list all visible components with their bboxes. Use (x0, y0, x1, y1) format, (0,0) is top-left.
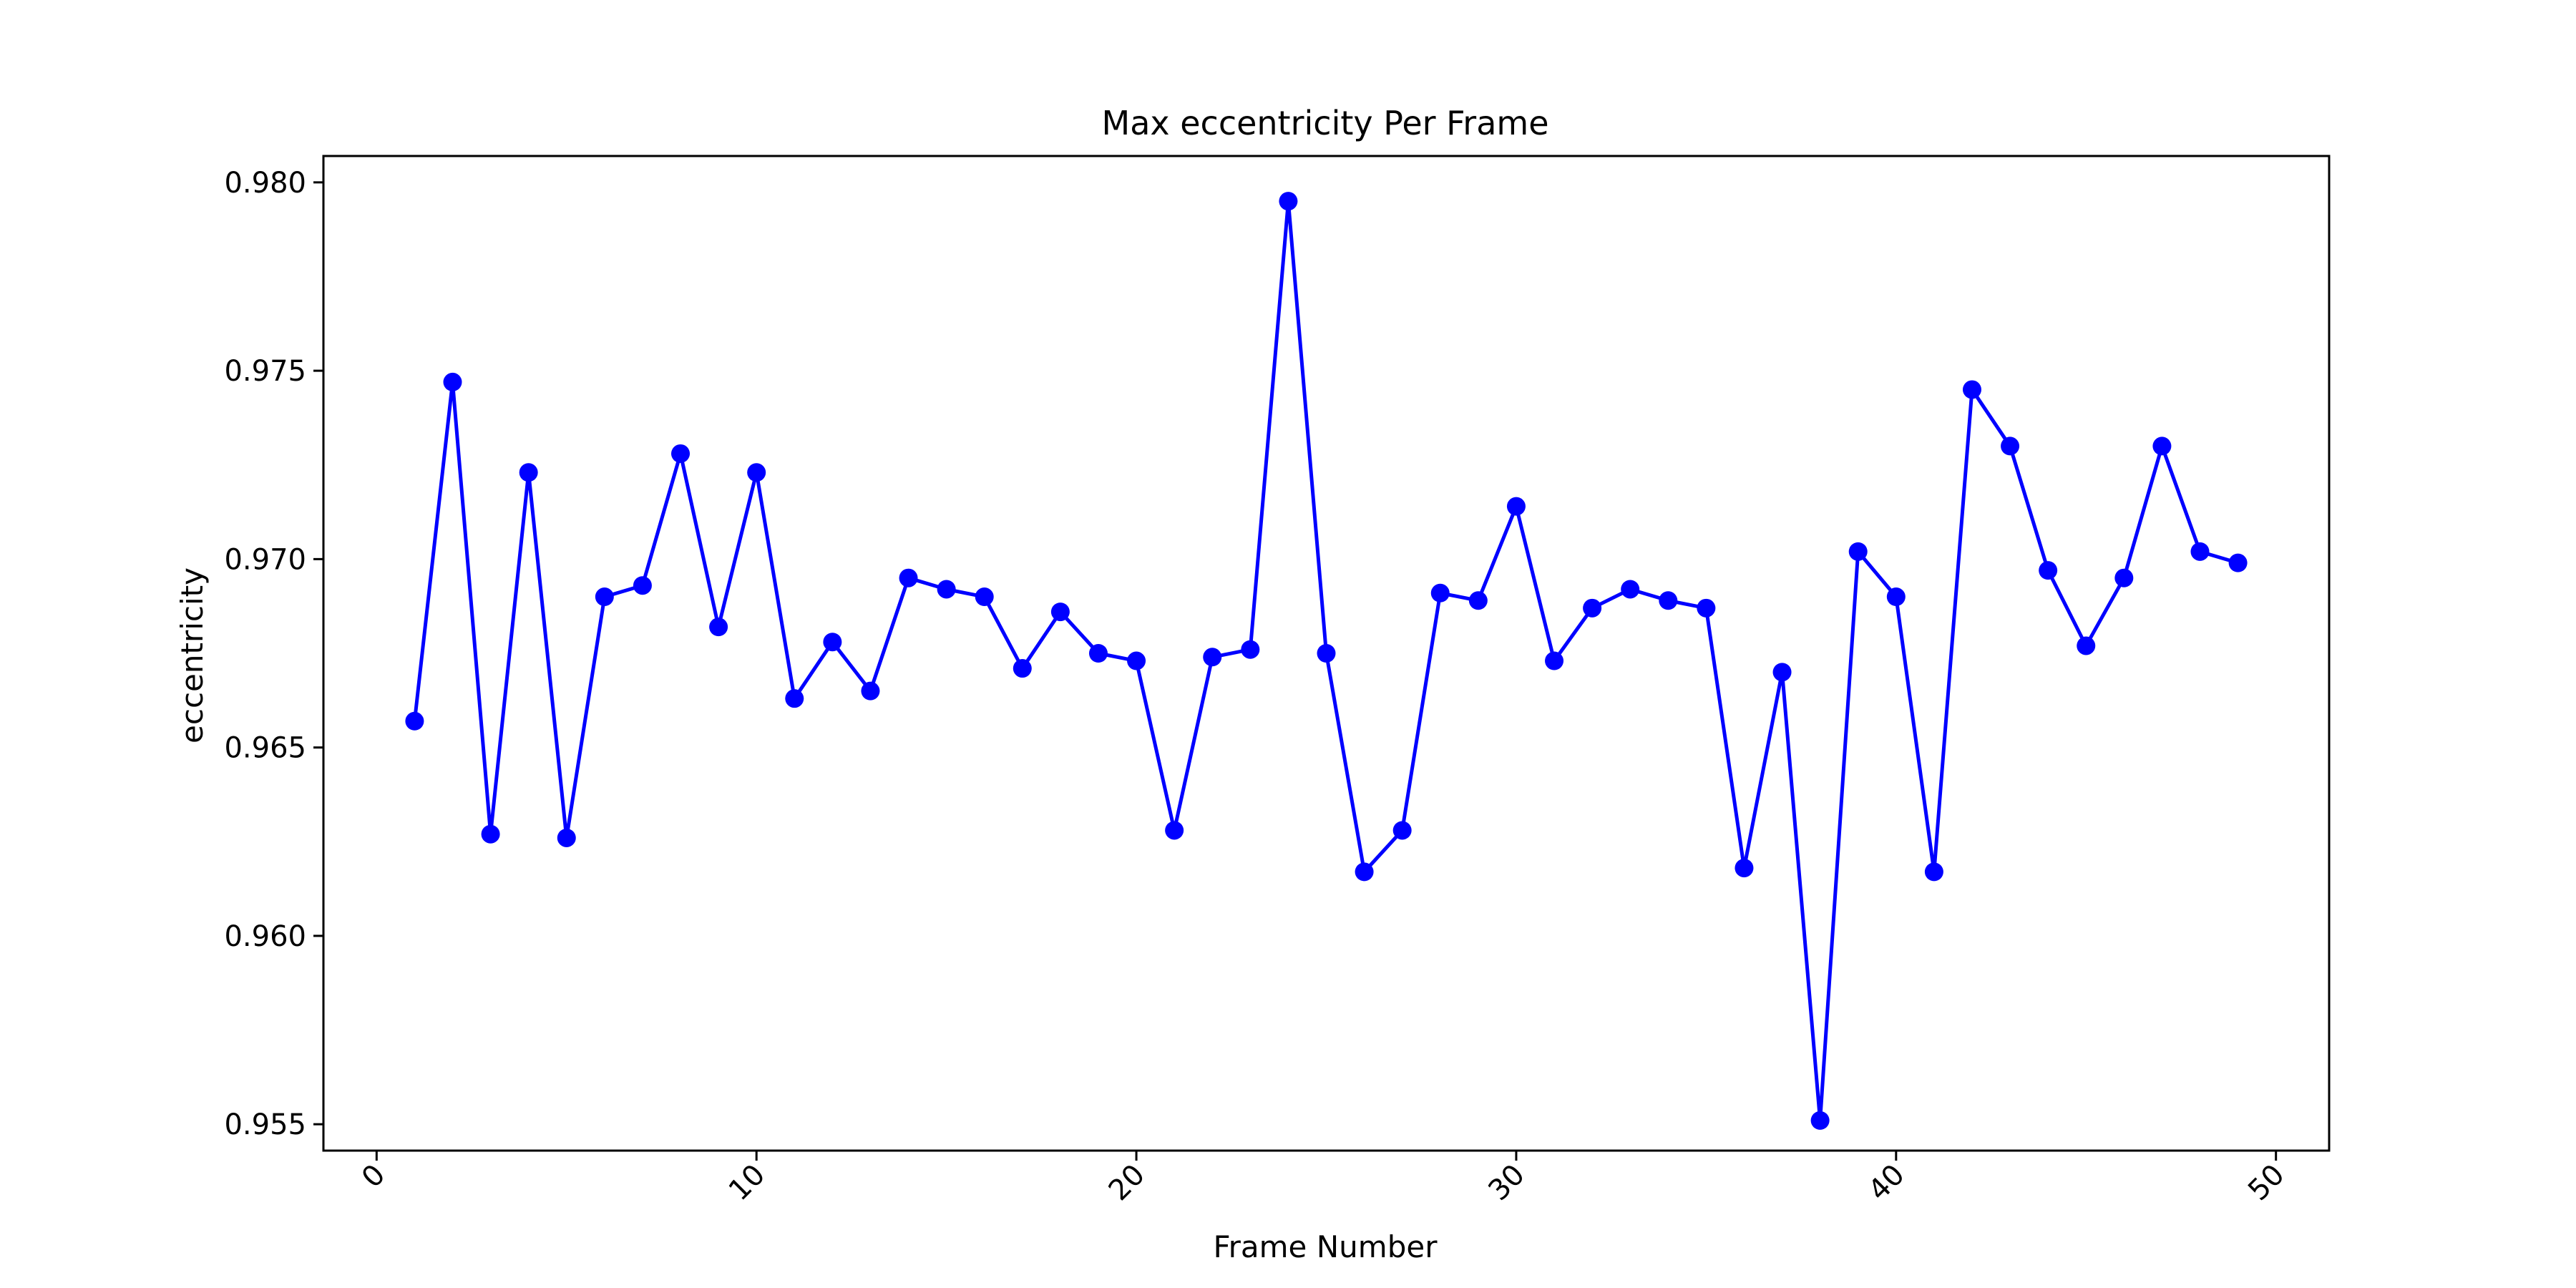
plot-area: 0.955 0.960 0.965 0.970 0.975 0.980 0 10 20 30 40 5… (224, 155, 2331, 1208)
data-point (1924, 862, 1943, 882)
data-point (1050, 602, 1070, 622)
data-point (1241, 640, 1260, 659)
x-tick-label: 20 (1103, 1158, 1152, 1208)
y-axis-label: eccentricity (175, 567, 210, 743)
data-point (1203, 648, 1222, 667)
x-axis-label: Frame Number (1214, 1229, 1438, 1264)
data-point (633, 576, 652, 595)
data-point (1772, 663, 1792, 682)
x-tick-label: 40 (1862, 1158, 1911, 1208)
y-tick-label: 0.955 (224, 1108, 306, 1141)
data-point (1697, 598, 1716, 618)
data-point (1355, 862, 1374, 882)
data-point (405, 711, 424, 731)
data-point (1088, 644, 1108, 663)
data-point (2114, 568, 2134, 587)
y-tick-label: 0.970 (224, 543, 306, 576)
data-point (2228, 553, 2248, 572)
data-point (1317, 644, 1336, 663)
data-point (2190, 542, 2210, 561)
data-point (2001, 436, 2020, 456)
data-point (937, 580, 956, 599)
x-tick-label: 30 (1482, 1158, 1531, 1208)
data-point (1392, 821, 1412, 840)
x-tick-label: 50 (2242, 1158, 2291, 1208)
y-tick-label: 0.980 (224, 167, 306, 200)
data-point (1545, 651, 1564, 670)
data-point (2077, 636, 2096, 655)
chart-title: Max eccentricity Per Frame (1102, 104, 1549, 142)
data-point (2039, 561, 2058, 580)
data-point (1279, 192, 1298, 211)
plot-frame (322, 155, 2331, 1152)
data-point (1621, 580, 1640, 599)
data-point (1886, 587, 1906, 607)
data-point (1013, 659, 1032, 678)
data-point (595, 587, 614, 607)
data-point (709, 618, 728, 637)
data-point (1127, 651, 1146, 670)
data-point (443, 372, 462, 391)
data-point (1583, 598, 1602, 618)
data-point (1810, 1111, 1830, 1130)
data-point (1962, 380, 1981, 399)
y-tick-label: 0.965 (224, 732, 306, 765)
y-tick-label: 0.975 (224, 355, 306, 388)
data-point (1848, 542, 1868, 561)
data-point (975, 587, 994, 607)
y-tick-label: 0.960 (224, 920, 306, 953)
data-point (2152, 436, 2172, 456)
data-point (899, 568, 918, 587)
x-tick-label: 10 (723, 1158, 772, 1208)
x-tick-label: 0 (356, 1158, 392, 1195)
data-point (1165, 821, 1184, 840)
data-point (1659, 591, 1678, 610)
data-point (481, 824, 500, 844)
data-point (861, 681, 880, 701)
data-point (1468, 591, 1488, 610)
data-point (1506, 497, 1526, 516)
data-point (671, 444, 691, 463)
data-point (519, 463, 538, 482)
data-point (823, 633, 842, 652)
data-point (557, 828, 576, 847)
data-point (747, 463, 766, 482)
data-point (1430, 583, 1450, 602)
data-point (785, 689, 804, 708)
data-point (1735, 859, 1754, 878)
